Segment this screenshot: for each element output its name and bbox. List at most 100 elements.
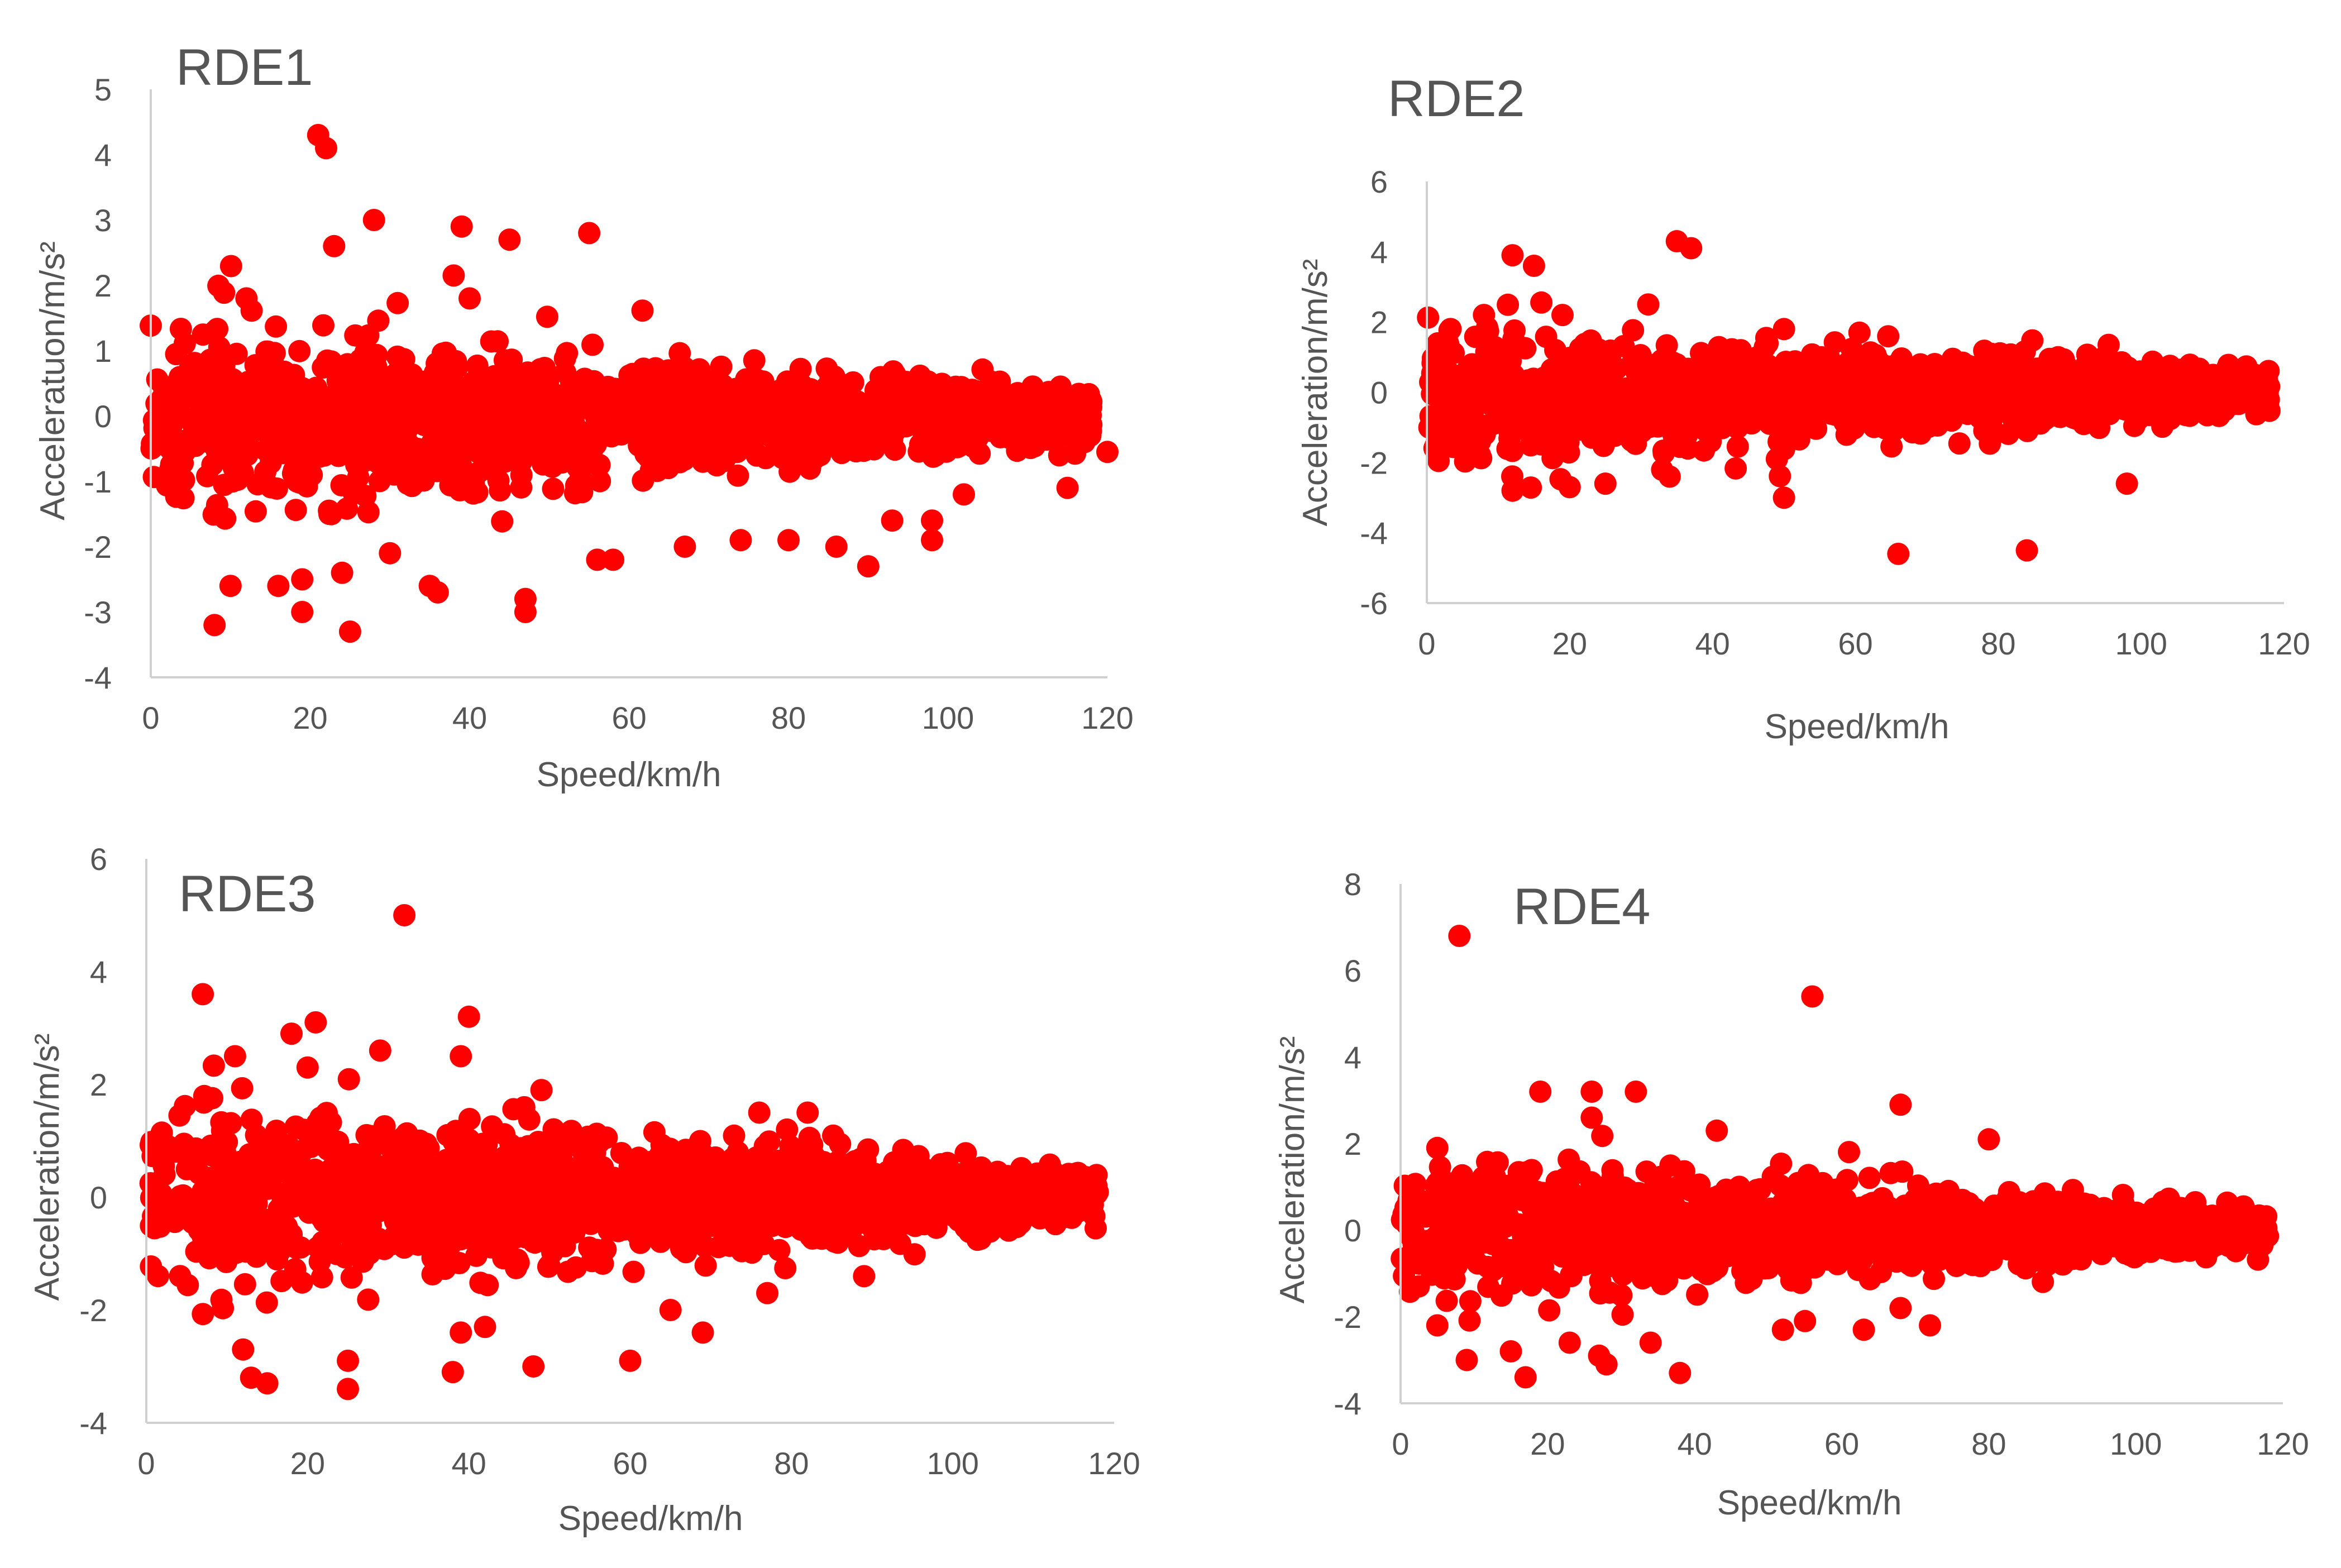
rde1-data-point [510,463,533,486]
rde3-data-point [340,1266,363,1289]
rde3-data-point [407,1234,429,1256]
rde3-data-point [806,1163,829,1185]
rde3-data-point [293,1118,316,1141]
rde3-data-point [310,1266,333,1289]
rde3-data-point [467,1145,490,1167]
rde3-data-point [233,1273,256,1295]
rde3-outlier-point [619,1349,642,1372]
rde2-x-axis-title: Speed/km/h [1765,707,1950,746]
rde2-data-point [1948,432,1971,455]
rde3-points [139,904,1109,1400]
rde1-data-point [421,415,443,438]
rde3-data-point [969,1167,992,1190]
rde1-outlier-point [921,509,943,532]
rde2-data-point [1417,306,1440,329]
rde1-data-point [259,451,282,474]
rde1-data-point [288,340,311,362]
rde1-data-point [200,375,223,398]
rde3-data-point [546,1201,568,1223]
rde2-y-tick-label: 2 [1370,305,1388,340]
rde2-data-point [1901,357,1924,380]
rde1-outlier-point [418,575,441,597]
rde1-data-point [225,342,248,365]
rde3-data-point [352,1165,375,1188]
rde2-data-point [1535,326,1558,348]
rde1-data-point [386,291,409,314]
rde1-outlier-point [362,209,385,231]
rde1-data-point [391,426,414,448]
rde2-data-point [1579,329,1602,352]
rde3-data-point [333,1169,356,1192]
rde3-data-point [300,1193,323,1216]
rde1-data-point [1049,375,1072,398]
rde1-outlier-point [881,509,904,532]
rde1-y-tick-label: 3 [94,203,112,238]
rde3-data-point [727,1141,749,1164]
rde1-data-point [585,433,607,456]
rde1-outlier-point [450,215,473,238]
rde1-data-point [369,379,391,401]
rde1-data-point [299,462,322,485]
rde2-x-tick-label: 0 [1418,626,1435,661]
rde1-outlier-point [1096,441,1119,463]
rde1-data-point [232,391,255,414]
rde3-outlier-point [232,1338,255,1361]
rde1-data-point [553,347,576,370]
rde1-outlier-point [857,555,880,578]
rde2-outlier-point [2015,539,2038,562]
rde3-data-point [201,1087,223,1110]
rde2-data-point [1623,379,1646,401]
rde3-data-point [512,1195,535,1218]
rde3-data-point [1005,1180,1028,1203]
rde3-data-point [472,1198,495,1221]
rde1-data-point [994,399,1017,422]
rde1-data-point [631,299,654,322]
rde3-data-point [747,1179,770,1202]
rde1-data-point [286,413,309,436]
rde2-x-tick-label: 40 [1695,626,1730,661]
rde1-data-point [618,364,641,387]
rde2-data-point [1514,337,1537,360]
rde1-data-point [428,383,451,405]
rde3-data-point [1077,1176,1100,1199]
rde3-data-point [477,1217,500,1240]
rde1-outlier-point [338,620,361,643]
rde1-data-point [658,396,681,419]
rde3-data-point [730,1240,753,1263]
rde1-data-point [293,438,316,461]
rde1-data-point [927,418,950,441]
rde2-y-tick-label: 6 [1370,164,1388,199]
rde2-data-point [1704,385,1727,408]
rde2-data-point [1570,368,1593,391]
rde3-data-point [192,1180,214,1203]
rde3-data-point [753,1135,776,1158]
rde3-data-point [587,1174,610,1197]
rde3-outlier-point [474,1316,496,1338]
rde1-data-point [863,438,885,461]
rde1-data-point [843,417,866,440]
rde2-data-point [2036,382,2058,405]
rde2-outlier-point [1765,448,1788,470]
rde2-x-tick-label: 60 [1838,626,1872,661]
rde3-title: RDE3 [179,866,316,922]
rde3-data-point [622,1260,645,1283]
rde3-data-point [290,1271,313,1294]
rde2-data-point [1527,381,1550,404]
rde1-data-point [218,448,241,471]
rde1-outlier-point [825,536,848,558]
rde3-outlier-point [296,1056,319,1079]
rde1-x-tick-label: 80 [771,700,806,735]
rde2-data-point [1932,364,1955,387]
rde3-data-point [255,1291,278,1314]
rde3-outlier-point [304,1011,327,1034]
rde3-data-point [169,1265,192,1288]
rde1-data-point [173,332,196,355]
rde2-data-point [1746,346,1769,369]
rde2-data-point [1872,368,1895,391]
rde1-data-point [895,388,918,411]
rde2-outlier-point [1680,237,1703,260]
rde2-data-point [2197,381,2220,404]
rde3-data-point [245,1124,267,1146]
rde2-data-point [1880,398,1903,420]
